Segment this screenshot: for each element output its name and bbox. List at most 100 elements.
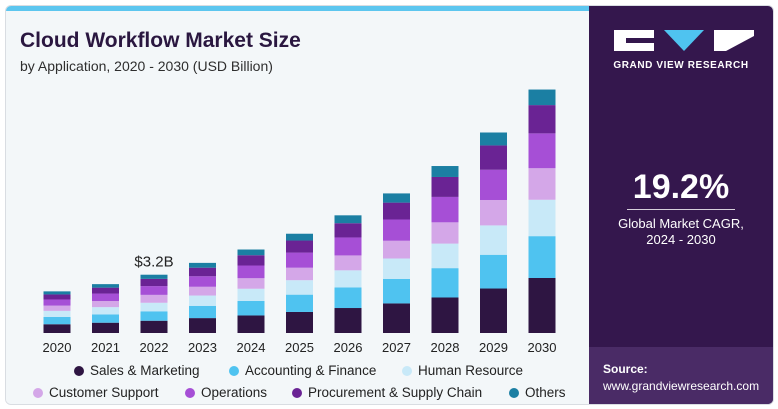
bar-segment-2025-6: [286, 233, 313, 241]
cagr-label-line-1: Global Market CAGR,: [618, 216, 744, 231]
accent-bar: [6, 6, 589, 11]
bar-segment-2027-4: [383, 219, 410, 241]
legend-swatch: [33, 387, 43, 398]
bar-segment-2029-6: [480, 132, 507, 146]
bar-segment-2026-5: [334, 223, 362, 238]
x-tick-label: 2025: [285, 340, 314, 355]
bar-segment-2026-2: [334, 270, 362, 288]
bar-segment-2027-0: [383, 303, 410, 333]
bar-segment-2022-6: [140, 274, 168, 279]
legend-swatch: [292, 387, 302, 398]
bar-segment-2020-1: [43, 317, 71, 325]
bar-segment-2028-4: [431, 196, 459, 223]
bar-segment-2021-5: [92, 287, 119, 294]
legend-swatch: [229, 365, 239, 376]
x-tick-label: 2026: [334, 340, 363, 355]
bar-segment-2024-5: [237, 255, 265, 266]
chart-legend: Sales & Marketing Accounting & Finance H…: [33, 363, 584, 404]
legend-label: Others: [525, 385, 566, 400]
stacked-bar-chart: 2020 2021 $3.2B 2022 2023 2024 2025 2026 2027 202…: [43, 89, 557, 355]
grand-view-research-logo: [614, 30, 754, 51]
legend-label: Customer Support: [49, 385, 159, 400]
bar-segment-2025-1: [286, 294, 313, 312]
cagr-divider: [627, 209, 735, 210]
x-tick-label: 2020: [43, 340, 72, 355]
cagr-label: Global Market CAGR, 2024 - 2030: [589, 216, 773, 248]
bar-segment-2023-0: [189, 318, 216, 333]
bar-segment-2022-0: [140, 320, 168, 333]
legend-item-sales-marketing: Sales & Marketing: [74, 363, 200, 378]
x-tick-label: 2028: [431, 340, 460, 355]
cagr-value: 19.2%: [632, 168, 730, 206]
legend-item-procurement-supply-chain: Procurement & Supply Chain: [292, 385, 482, 400]
bar-segment-2030-1: [528, 236, 556, 278]
x-tick-label: 2021: [91, 340, 120, 355]
bar-segment-2023-1: [189, 305, 216, 319]
bar-segment-2025-3: [286, 267, 313, 281]
bar-segment-2025-0: [286, 311, 313, 333]
bar-segment-2022-5: [140, 278, 168, 287]
x-tick-label: 2023: [188, 340, 217, 355]
bar-segment-2024-2: [237, 288, 265, 302]
bar-segment-2023-4: [189, 276, 216, 287]
bar-segment-2020-5: [43, 294, 71, 300]
legend-label: Operations: [201, 385, 268, 400]
value-annotation: $3.2B: [134, 254, 173, 271]
source-box: [589, 347, 773, 404]
infographic-card: Cloud Workflow Market Size by Applicatio…: [5, 5, 774, 405]
bar-segment-2021-0: [92, 322, 119, 333]
x-tick-label: 2022: [140, 340, 169, 355]
side-panel: GRAND VIEW RESEARCH 19.2% Global Market …: [589, 6, 773, 404]
bar-segment-2024-0: [237, 315, 265, 333]
source-url[interactable]: www.grandviewresearch.com: [603, 379, 760, 393]
bar-segment-2025-4: [286, 252, 313, 268]
bar-segment-2026-3: [334, 255, 362, 271]
bar-segment-2029-4: [480, 169, 507, 200]
legend-row-2: Customer Support Operations Procurement …: [33, 385, 584, 404]
bar-segment-2023-2: [189, 295, 216, 306]
brand-name: GRAND VIEW RESEARCH: [613, 60, 749, 71]
bar-segment-2024-1: [237, 301, 265, 316]
bar-segment-2020-2: [43, 310, 71, 318]
bar-segment-2023-3: [189, 286, 216, 296]
bar-segment-2027-3: [383, 240, 410, 259]
x-tick-label: 2024: [237, 340, 266, 355]
legend-label: Sales & Marketing: [90, 363, 200, 378]
legend-label: Procurement & Supply Chain: [308, 385, 483, 400]
bar-segment-2027-2: [383, 258, 410, 279]
bar-segment-2025-2: [286, 280, 313, 295]
legend-label: Accounting & Finance: [245, 363, 377, 378]
bar-segment-2029-2: [480, 225, 507, 255]
legend-item-operations: Operations: [185, 385, 267, 400]
legend-swatch: [509, 387, 519, 398]
bar-segment-2022-1: [140, 311, 168, 321]
x-tick-label: 2030: [528, 340, 557, 355]
bar-segment-2022-4: [140, 286, 168, 295]
x-tick-label: 2029: [479, 340, 508, 355]
bar-segment-2020-3: [43, 305, 71, 311]
chart-title: Cloud Workflow Market Size: [20, 29, 301, 52]
legend-item-customer-support: Customer Support: [33, 385, 159, 400]
bar-segment-2026-0: [334, 308, 362, 333]
bar-segment-2021-6: [92, 284, 119, 288]
legend-item-accounting-finance: Accounting & Finance: [229, 363, 376, 378]
bar-segment-2024-4: [237, 265, 265, 279]
bar-segment-2027-5: [383, 202, 410, 220]
bar-segment-2028-5: [431, 176, 459, 197]
legend-swatch: [402, 365, 412, 376]
bar-segment-2028-1: [431, 268, 459, 298]
bar-segment-2029-5: [480, 145, 507, 170]
bar-segment-2030-5: [528, 105, 556, 134]
bar-segment-2029-0: [480, 288, 507, 333]
bar-segment-2027-1: [383, 278, 410, 304]
bar-segment-2030-3: [528, 168, 556, 200]
x-tick-label: 2027: [382, 340, 411, 355]
bar-segment-2029-1: [480, 254, 507, 289]
bar-segment-2026-6: [334, 215, 362, 224]
legend-row-1: Sales & Marketing Accounting & Finance H…: [64, 363, 584, 385]
bar-segment-2028-6: [431, 166, 459, 177]
bar-segment-2023-5: [189, 267, 216, 277]
bar-segment-2030-0: [528, 277, 556, 333]
chart-panel: Cloud Workflow Market Size by Applicatio…: [6, 11, 589, 404]
bar-segment-2020-6: [43, 291, 71, 295]
